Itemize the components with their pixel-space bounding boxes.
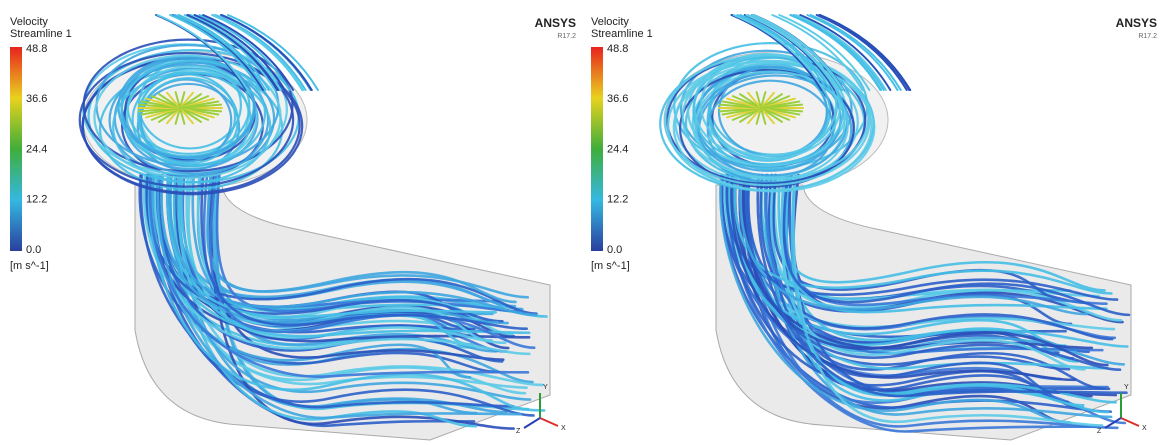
legend-tick-label: 0.0 xyxy=(26,244,41,256)
legend-tick-label: 0.0 xyxy=(607,244,622,256)
legend-unit: [m s^-1] xyxy=(10,260,49,272)
legend-subtitle: Streamline 1 xyxy=(591,28,653,40)
legend-tick-label: 36.6 xyxy=(607,93,628,105)
legend-tick-label: 48.8 xyxy=(607,43,628,55)
axis-z-label: Z xyxy=(1097,428,1102,435)
screenshot: VelocityStreamline 148.836.624.412.20.0[… xyxy=(0,0,1162,445)
legend-tick-label: 24.4 xyxy=(607,143,628,155)
legend-tick-label: 24.4 xyxy=(26,143,47,155)
legend-subtitle: Streamline 1 xyxy=(10,28,72,40)
legend-title: Velocity xyxy=(591,16,629,28)
axis-x-label: X xyxy=(561,425,566,432)
axis-y-label: Y xyxy=(543,384,548,391)
legend-title: Velocity xyxy=(10,16,48,28)
legend-tick-label: 12.2 xyxy=(607,194,628,206)
legend-tick-label: 12.2 xyxy=(26,194,47,206)
version: R17.2 xyxy=(1138,33,1157,40)
axis-z xyxy=(524,418,540,428)
legend-tick-label: 36.6 xyxy=(26,93,47,105)
axis-x xyxy=(540,418,558,426)
color-bar xyxy=(10,47,22,251)
brand: ANSYS xyxy=(1116,16,1157,30)
version: R17.2 xyxy=(557,33,576,40)
brand: ANSYS xyxy=(535,16,576,30)
legend-tick-label: 48.8 xyxy=(26,43,47,55)
color-bar xyxy=(591,47,603,251)
legend-unit: [m s^-1] xyxy=(591,260,630,272)
axis-x-label: X xyxy=(1142,425,1147,432)
axis-y-label: Y xyxy=(1124,384,1129,391)
axis-z-label: Z xyxy=(516,428,521,435)
